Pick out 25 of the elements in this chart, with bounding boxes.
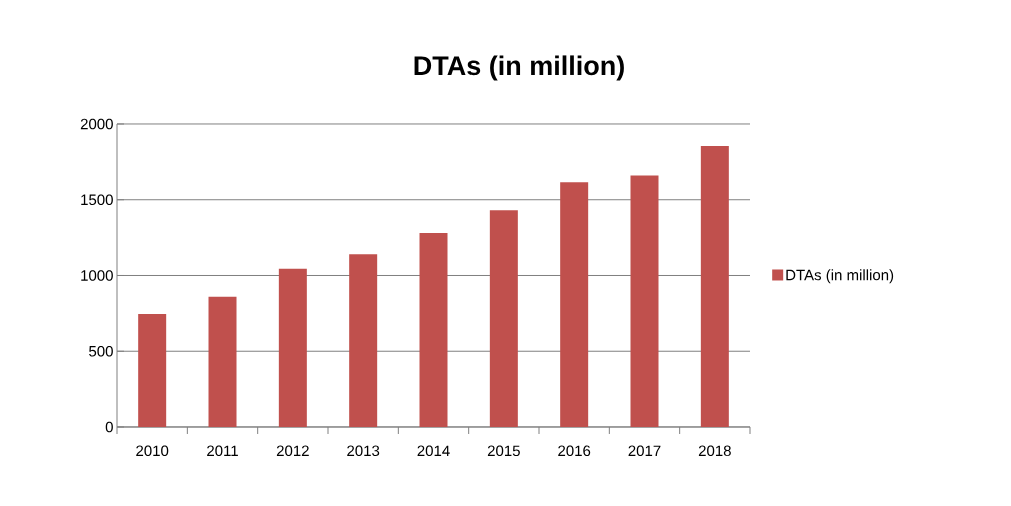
x-tick-label: 2015 — [487, 445, 520, 457]
bar — [138, 314, 167, 427]
x-tick-label: 2013 — [347, 445, 380, 457]
bar — [560, 182, 589, 427]
y-tick-label: 0 — [105, 421, 113, 433]
x-tick-label: 2014 — [417, 445, 450, 457]
chart-title: DTAs (in million) — [414, 55, 624, 81]
x-tick-label: 2011 — [207, 445, 238, 457]
bar — [208, 296, 237, 427]
x-tick-label: 2010 — [136, 445, 169, 457]
bar — [419, 233, 448, 427]
bar — [630, 175, 659, 427]
bar — [349, 254, 378, 427]
y-tick-label: 1500 — [81, 194, 113, 206]
x-tick-label: 2017 — [628, 445, 661, 457]
x-tick-label: 2018 — [698, 445, 731, 457]
bar — [278, 268, 307, 427]
x-tick-label: 2016 — [558, 445, 591, 457]
legend-label: DTAs (in million) — [786, 269, 894, 284]
y-tick-label: 1000 — [81, 270, 113, 281]
x-tick-label: 2012 — [276, 445, 309, 457]
y-tick-label: 500 — [89, 345, 113, 357]
bar — [489, 210, 518, 427]
bar — [700, 145, 729, 427]
y-tick-label: 2000 — [80, 118, 113, 130]
